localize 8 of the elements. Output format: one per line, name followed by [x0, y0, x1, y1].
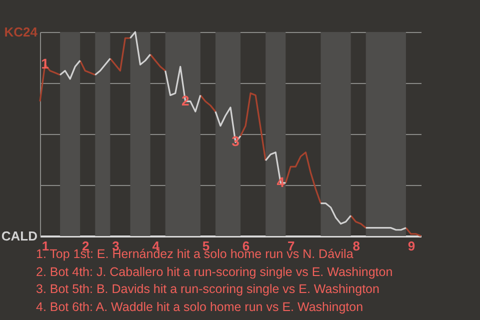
- text: 2. Bot 4th: J. Caballero hit a run-scoring single vs E. Washington: [36, 264, 393, 281]
- x-tick-label: 1: [42, 238, 50, 254]
- x-tick-label: 9: [408, 238, 416, 254]
- text: 4. Bot 6th: A. Waddle hit a solo home run vs E. Washington: [36, 298, 364, 316]
- text: 3. Bot 5th: B. Davids hit a run-scoring single vs E. Washington: [36, 281, 380, 298]
- x-tick-label: 8: [352, 238, 360, 254]
- text: KC24: [4, 24, 38, 40]
- text: CALD: [1, 228, 38, 244]
